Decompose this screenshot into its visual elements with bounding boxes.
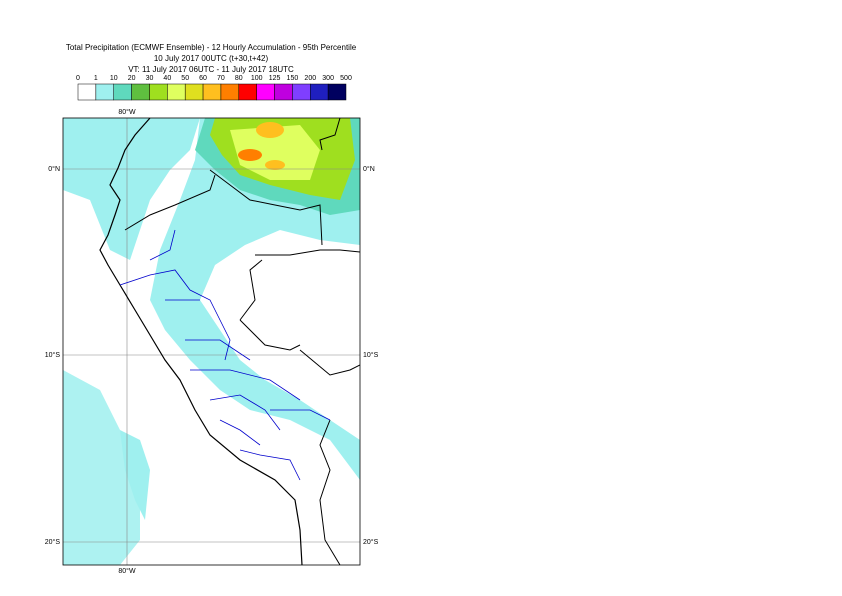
map <box>63 118 360 565</box>
legend-swatch <box>184 83 204 101</box>
precip-area <box>256 122 284 138</box>
precip-area <box>63 370 140 565</box>
legend-label: 300 <box>322 75 334 82</box>
coastline <box>99 118 303 565</box>
legend-swatch <box>131 83 150 101</box>
legend-label: 125 <box>269 75 281 82</box>
legend-label: 60 <box>199 75 207 82</box>
base-time: 10 July 2017 00UTC (t+30,t+42) <box>154 54 269 63</box>
national-border <box>124 118 360 565</box>
lon-label: 80°W <box>118 567 136 575</box>
precip-area <box>230 125 320 180</box>
legend-label: 30 <box>146 75 154 82</box>
legend-label: 0 <box>76 75 80 82</box>
legend-swatch <box>149 83 168 101</box>
lat-labels: 0°N 0°N 10°S 10°S 20°S 20°S <box>45 165 379 546</box>
precip-area <box>120 430 150 520</box>
legend-label: 500 <box>340 75 352 82</box>
legend-swatch <box>167 83 186 101</box>
lat-label: 0°N <box>48 165 60 173</box>
lat-label: 10°S <box>363 351 379 359</box>
legend-swatch <box>327 83 347 101</box>
legend-swatch <box>292 83 311 101</box>
legend-swatch <box>274 83 293 101</box>
legend-swatch <box>95 83 114 101</box>
legend-swatch <box>238 83 257 101</box>
lat-label: 10°S <box>45 351 61 359</box>
legend-label: 10 <box>110 75 118 82</box>
legend-swatch <box>220 83 240 101</box>
legend-label: 100 <box>251 75 263 82</box>
valid-time: VT: 11 July 2017 06UTC - 11 July 2017 18… <box>128 65 294 74</box>
regional-border <box>119 229 331 481</box>
precip-area <box>265 160 285 170</box>
legend-label: 200 <box>304 75 316 82</box>
legend-label: 150 <box>287 75 299 82</box>
legend-label: 80 <box>235 75 243 82</box>
title: Total Precipitation (ECMWF Ensemble) - 1… <box>66 43 357 52</box>
legend-swatch <box>202 83 222 101</box>
legend-label: 40 <box>163 75 171 82</box>
lat-label: 0°N <box>363 165 375 173</box>
lon-label: 80°W <box>118 108 136 116</box>
legend-swatch <box>256 83 275 101</box>
legend-swatch <box>77 83 97 101</box>
legend-label: 1 <box>94 75 98 82</box>
precip-area <box>63 118 200 260</box>
lat-label: 20°S <box>45 538 61 546</box>
legend-label: 20 <box>128 75 136 82</box>
legend: 0 1 10 20 30 40 50 60 70 80 100 125 150 200 300 500 <box>76 75 352 101</box>
lat-label: 20°S <box>363 538 379 546</box>
legend-label: 50 <box>181 75 189 82</box>
map-frame <box>62 117 361 566</box>
legend-label: 70 <box>217 75 225 82</box>
precip-area <box>238 149 262 161</box>
legend-swatch <box>310 83 329 101</box>
legend-swatch <box>113 83 132 101</box>
